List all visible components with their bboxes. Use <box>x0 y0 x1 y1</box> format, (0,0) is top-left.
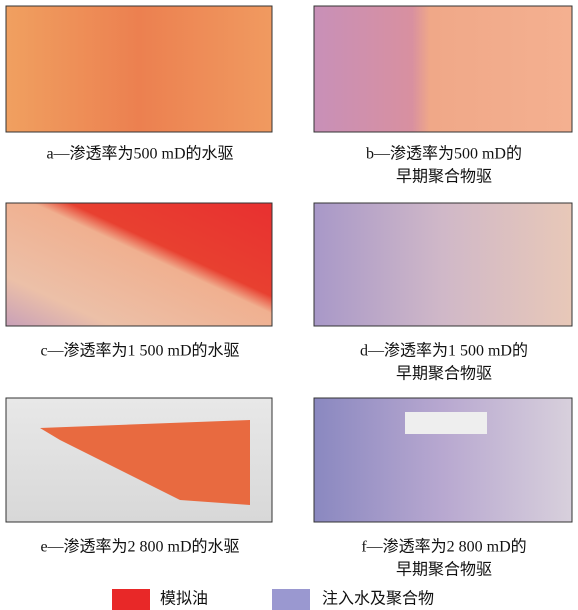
caption: 早期聚合物驱 <box>396 561 492 579</box>
photo-d <box>313 202 573 327</box>
caption: 早期聚合物驱 <box>396 365 492 383</box>
caption: 早期聚合物驱 <box>396 168 492 186</box>
photo-a <box>5 5 273 133</box>
caption: d—渗透率为1 500 mD的 <box>360 342 528 360</box>
caption: f—渗透率为2 800 mD的 <box>361 538 526 556</box>
legend: 模拟油 注入水及聚合物 <box>112 589 434 610</box>
legend-swatch <box>272 589 310 610</box>
photo-b <box>313 5 573 133</box>
photo-f-patch <box>405 412 487 434</box>
photo-c <box>5 202 273 327</box>
legend-swatch <box>112 589 150 610</box>
photos <box>5 5 573 523</box>
caption: e—渗透率为2 800 mD的水驱 <box>40 538 239 556</box>
caption: a—渗透率为500 mD的水驱 <box>46 145 233 163</box>
caption: b—渗透率为500 mD的 <box>366 145 522 163</box>
photo-e-oil <box>40 420 250 505</box>
legend-label: 注入水及聚合物 <box>322 590 434 608</box>
caption: c—渗透率为1 500 mD的水驱 <box>40 342 239 360</box>
legend-label: 模拟油 <box>160 590 208 608</box>
